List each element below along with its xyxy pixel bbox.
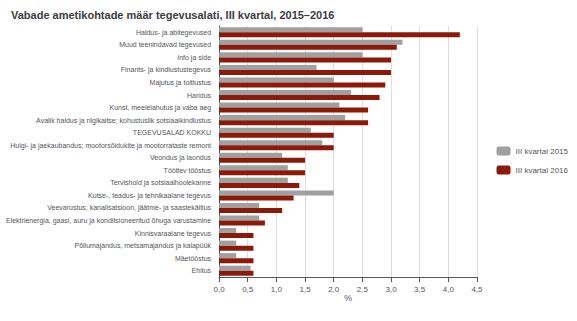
svg-text:3,5: 3,5 [414, 285, 426, 294]
svg-text:TEGEVUSALAD KOKKU: TEGEVUSALAD KOKKU [133, 129, 211, 136]
svg-text:Haldus- ja abitegevused: Haldus- ja abitegevused [136, 29, 211, 37]
svg-text:Finants- ja kindlustustegevus: Finants- ja kindlustustegevus [121, 66, 212, 74]
svg-text:Avalik haldus ja riigikaitse;: Avalik haldus ja riigikaitse; kohustusli… [36, 117, 211, 125]
svg-text:1,0: 1,0 [271, 285, 283, 294]
svg-text:Mäetööstus: Mäetööstus [175, 255, 212, 262]
svg-text:Ehitus: Ehitus [192, 267, 212, 274]
svg-text:2,0: 2,0 [328, 285, 340, 294]
svg-text:III kvartal 2015: III kvartal 2015 [516, 147, 569, 156]
svg-text:III kvartal 2016: III kvartal 2016 [516, 166, 569, 175]
svg-text:0,0: 0,0 [214, 285, 226, 294]
svg-text:Veondus ja laondus: Veondus ja laondus [150, 154, 212, 162]
svg-text:Veevarustus; kanalisatsioon, j: Veevarustus; kanalisatsioon, jäätme- ja … [47, 204, 211, 212]
svg-text:Töötlev tööstus: Töötlev tööstus [164, 167, 212, 174]
svg-text:Kutse-, teadus- ja tehnikaalan: Kutse-, teadus- ja tehnikaalane tegevus [88, 192, 211, 200]
svg-text:1,5: 1,5 [299, 285, 311, 294]
svg-text:Kinnisvaraalane tegevus: Kinnisvaraalane tegevus [135, 230, 212, 238]
svg-text:2,5: 2,5 [357, 285, 369, 294]
svg-text:%: % [344, 293, 352, 303]
svg-text:Majutus ja toitlustus: Majutus ja toitlustus [150, 79, 212, 87]
svg-text:Info ja side: Info ja side [177, 54, 211, 62]
svg-text:Kunst, meelelahutus ja vaba ae: Kunst, meelelahutus ja vaba aeg [109, 104, 211, 112]
svg-text:Vabade ametikohtade määr tegev: Vabade ametikohtade määr tegevusalati, I… [11, 9, 334, 21]
svg-text:Hulgi- ja jaekaubandus; mootor: Hulgi- ja jaekaubandus; mootorsõidukite … [10, 142, 211, 150]
svg-text:Muud teenindavad tegevused: Muud teenindavad tegevused [119, 41, 211, 49]
svg-text:Tervishoid ja sotsiaalhoolekan: Tervishoid ja sotsiaalhoolekanne [110, 179, 211, 187]
svg-text:Elektrienergia, gaasi, auru ja: Elektrienergia, gaasi, auru ja konditsio… [6, 217, 211, 225]
svg-text:Haridus: Haridus [187, 92, 212, 99]
svg-text:0,5: 0,5 [242, 285, 254, 294]
svg-text:4,0: 4,0 [443, 285, 455, 294]
svg-text:Põllumajandus, metsamajandus j: Põllumajandus, metsamajandus ja kalapüük [74, 242, 211, 250]
svg-text:3,0: 3,0 [385, 285, 397, 294]
svg-text:4,5: 4,5 [471, 285, 483, 294]
